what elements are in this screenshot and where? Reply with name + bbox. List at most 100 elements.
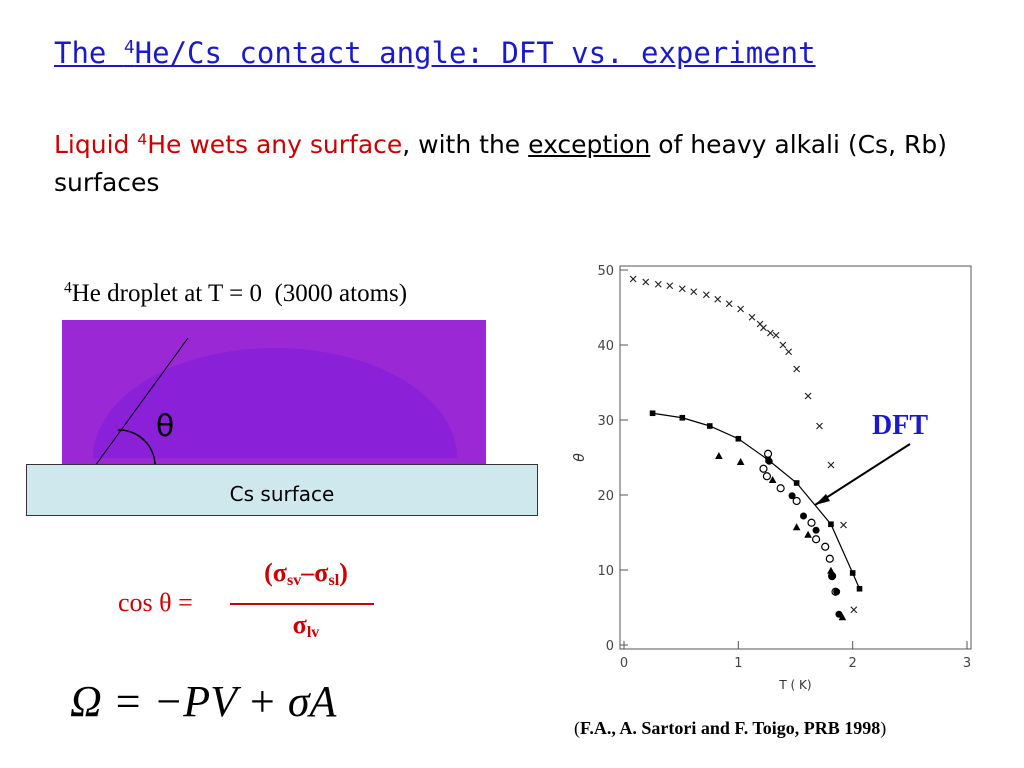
- caption-text: He droplet at T = 0 (3000 atoms): [71, 280, 408, 307]
- square-point: [706, 423, 713, 429]
- open-circle-point: [762, 472, 772, 481]
- slide-title: The 4He/Cs contact angle: DFT vs. experi…: [54, 36, 816, 70]
- open-circle-point: [759, 464, 768, 473]
- arrow-head: [815, 494, 830, 505]
- cross-point: [760, 324, 767, 332]
- triangle-point: [715, 452, 723, 459]
- triangle-point: [736, 458, 745, 465]
- y-tick-label: 0: [606, 639, 614, 654]
- open-circle-point: [811, 535, 821, 544]
- y-tick-label: 30: [597, 414, 614, 429]
- cross-point: [816, 422, 823, 430]
- subtitle: Liquid 4He wets any surface, with the ex…: [54, 126, 984, 202]
- surface: Cs surface: [26, 464, 538, 516]
- y-tick-label: 40: [597, 339, 614, 354]
- cross-point: [793, 365, 801, 373]
- equation: Ω = −PV + σA: [70, 677, 337, 726]
- title-sup: 4: [123, 37, 135, 59]
- square-point: [679, 414, 686, 421]
- circle-point: [833, 588, 841, 596]
- subtitle-text: Liquid: [54, 130, 138, 159]
- num-part: (σ: [264, 558, 287, 587]
- cross-point: [779, 341, 787, 349]
- annotation-arrow: [814, 443, 911, 506]
- x-axis-label: T ( K): [778, 678, 811, 692]
- subtitle-text: of heavy alkali (Cs, Rb) surfaces: [54, 130, 947, 197]
- circle-point: [828, 573, 836, 581]
- citation-paren: (: [574, 718, 580, 738]
- title-text: The: [54, 36, 124, 70]
- cross-point: [850, 606, 858, 614]
- open-circle-point: [792, 496, 801, 506]
- num-part: –σ: [301, 558, 329, 587]
- den-part: σ: [292, 610, 307, 639]
- annotation: DFT: [872, 410, 928, 441]
- cross-point: [690, 288, 698, 296]
- cross-point: [702, 291, 710, 299]
- surface-label: Cs surface: [229, 482, 335, 506]
- x-tick-label: 3: [963, 656, 971, 671]
- open-circle-point: [807, 518, 816, 527]
- square-point: [849, 570, 856, 576]
- caption-sup: 4: [64, 279, 72, 297]
- cross-point: [804, 392, 812, 400]
- y-axis-label: θ: [572, 453, 588, 462]
- cross-point: [785, 348, 793, 356]
- x-tick-label: 2: [849, 656, 857, 671]
- y-tick-label: 20: [597, 489, 614, 504]
- open-circle-point: [825, 554, 834, 563]
- cross-point: [766, 329, 774, 337]
- cross-point: [714, 295, 722, 303]
- subtitle-text: , with the: [402, 130, 529, 159]
- open-circle-point: [821, 542, 830, 551]
- circle-point: [812, 526, 820, 534]
- num-sub: sv: [286, 572, 302, 590]
- square-point: [856, 585, 863, 592]
- cross-point: [840, 521, 847, 529]
- title-text: He/Cs contact angle: DFT vs. experiment: [134, 36, 816, 70]
- square-point: [793, 480, 800, 486]
- subtitle-text: exception: [528, 130, 651, 159]
- subtitle-sup: 4: [137, 130, 148, 149]
- circle-point: [800, 512, 808, 520]
- triangle-point: [792, 523, 801, 531]
- triangle-point: [838, 613, 847, 621]
- citation-paren: ): [880, 718, 887, 738]
- subtitle-text: He wets any surface: [147, 130, 403, 159]
- image-caption: 4He droplet at T = 0 (3000 atoms): [64, 280, 407, 308]
- citation: (F.A., A. Sartori and F. Toigo, PRB 1998…: [574, 718, 886, 739]
- cross-point: [654, 280, 662, 288]
- den-sub: lv: [306, 624, 320, 642]
- formula-lhs: cos θ =: [118, 588, 193, 617]
- cross-point: [642, 278, 650, 286]
- cross-point: [737, 305, 745, 313]
- angle-label: θ: [156, 409, 174, 444]
- droplet: [93, 348, 457, 460]
- num-sub: sl: [328, 572, 340, 590]
- cross-point: [748, 313, 756, 321]
- square-point: [735, 435, 742, 442]
- triangle-point: [804, 530, 812, 538]
- cross-point: [678, 285, 686, 293]
- x-tick-label: 1: [734, 656, 742, 671]
- cross-point: [629, 275, 637, 283]
- cross-point: [827, 461, 835, 469]
- square-point: [828, 521, 834, 528]
- circle-point: [835, 610, 843, 618]
- cross-point: [772, 331, 780, 339]
- formula-numerator: (σsv–σsl): [236, 558, 376, 590]
- circle-point: [765, 457, 773, 465]
- citation-text: F.A., A. Sartori and F. Toigo, PRB 1998: [580, 718, 881, 738]
- simulation-strip: [62, 458, 486, 466]
- cross-point: [725, 300, 733, 308]
- y-tick-label: 10: [597, 564, 614, 579]
- triangle-point: [768, 476, 777, 483]
- open-circle-point: [763, 449, 773, 458]
- angle-arc: [117, 429, 156, 467]
- circle-point: [788, 492, 796, 500]
- square-point: [649, 410, 656, 417]
- y-tick-label: 50: [597, 264, 614, 279]
